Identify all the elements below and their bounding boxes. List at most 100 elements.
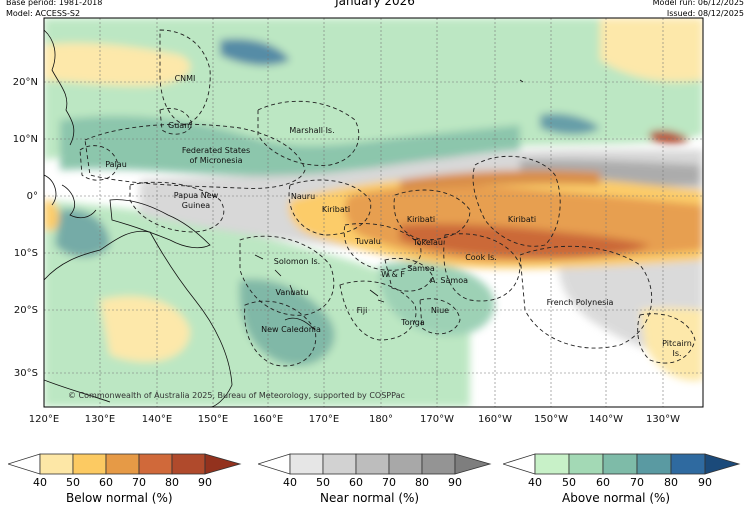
coast-islands-pacific xyxy=(254,79,524,331)
lon-label-2: 140°E xyxy=(142,414,172,425)
above-colorbar-box-4 xyxy=(636,453,672,475)
region-label-0: CNMI xyxy=(175,74,196,83)
below-normal-core-northeast xyxy=(650,130,690,144)
above-colorbar-head xyxy=(704,453,741,475)
region-label-12: Tuvalu xyxy=(354,237,381,246)
lon-label-8: 160°W xyxy=(478,414,512,425)
issued-text: Issued: 08/12/2025 xyxy=(666,9,744,18)
coast-new-guinea xyxy=(109,199,211,249)
lon-label-11: 130°W xyxy=(646,414,680,425)
above-normal-core-ne xyxy=(540,113,600,135)
model-run-text: Model run: 06/12/2025 xyxy=(652,0,744,7)
below-normal-area-southwest xyxy=(100,296,190,362)
lon-axis-labels: 120°E 130°E 140°E 150°E 160°E 170°E 180°… xyxy=(29,414,680,425)
region-label-23: New Caledonia xyxy=(261,325,321,334)
above-normal-title: Above normal (%) xyxy=(562,491,671,505)
region-label-1: Guam xyxy=(168,121,192,130)
below-colorbar-box-2 xyxy=(72,453,107,475)
near-normal-title: Near normal (%) xyxy=(320,491,420,505)
region-label-9: Kiribati xyxy=(322,205,350,214)
lat-label-1: 10°N xyxy=(13,134,38,145)
below-tick-3: 70 xyxy=(132,476,146,489)
eez-solomon-vanuatu xyxy=(239,235,335,316)
eez-cnmi xyxy=(159,29,211,126)
lat-label-5: 30°S xyxy=(14,368,38,379)
coast-philippines xyxy=(44,29,75,146)
region-label-26: Is. xyxy=(672,349,681,358)
above-colorbar-box-2 xyxy=(568,453,604,475)
region-label-25: Pitcairn xyxy=(662,339,692,348)
region-label-22: Tonga xyxy=(400,318,425,327)
forecast-map: CNMI Guam Marshall Is. Palau Federated S… xyxy=(13,17,704,425)
above-normal-colorbar xyxy=(503,453,741,475)
near-colorbar-head xyxy=(454,453,492,475)
above-colorbar-tail xyxy=(503,453,536,475)
below-tick-1: 50 xyxy=(66,476,80,489)
region-label-20: Fiji xyxy=(357,306,368,315)
map-title: January 2026 xyxy=(335,0,415,8)
lat-label-2: 0° xyxy=(27,191,38,202)
near-tick-0: 40 xyxy=(283,476,297,489)
lon-label-7: 170°W xyxy=(420,414,454,425)
region-label-11: Kiribati xyxy=(508,215,536,224)
eez-cook xyxy=(443,233,521,302)
below-tick-0: 40 xyxy=(33,476,47,489)
above-tick-5: 90 xyxy=(698,476,712,489)
region-label-10: Kiribati xyxy=(407,215,435,224)
below-colorbar-box-5 xyxy=(171,453,206,475)
below-colorbar-box-3 xyxy=(105,453,140,475)
region-label-7: Papua New xyxy=(174,191,219,200)
eez-niue xyxy=(419,298,461,335)
below-normal-area-northeast xyxy=(600,18,703,82)
eez-kiribati-line xyxy=(472,155,561,247)
region-label-6: Nauru xyxy=(291,192,315,201)
region-label-3: Palau xyxy=(105,160,127,169)
eez-wallis-samoa xyxy=(384,257,433,292)
near-colorbar-box-4 xyxy=(388,453,423,475)
coast-borneo-sulawesi xyxy=(44,174,97,219)
lat-axis-labels: 20°N 10°N 0° 10°S 20°S 30°S xyxy=(13,77,38,379)
region-label-16: W & F xyxy=(381,270,405,279)
above-normal-core-north xyxy=(60,116,520,177)
below-normal-area-northwest xyxy=(44,43,191,86)
eez-kiribati-phoenix xyxy=(393,189,471,241)
above-tick-1: 50 xyxy=(562,476,576,489)
lon-label-0: 120°E xyxy=(29,414,59,425)
eez-boundaries xyxy=(79,29,696,367)
lat-label-4: 20°S xyxy=(14,305,38,316)
eez-kiribati-gilbert xyxy=(288,179,372,236)
lon-label-10: 140°W xyxy=(589,414,623,425)
eez-marshall xyxy=(257,100,360,166)
region-label-15: Solomon Is. xyxy=(274,257,320,266)
below-tick-4: 80 xyxy=(165,476,179,489)
lon-label-9: 150°W xyxy=(534,414,568,425)
above-colorbar-box-1 xyxy=(534,453,570,475)
near-tick-2: 60 xyxy=(349,476,363,489)
lon-label-5: 170°E xyxy=(309,414,339,425)
eez-micronesia xyxy=(84,123,306,189)
region-label-13: Tokelau xyxy=(412,238,443,247)
above-normal-core-southwest xyxy=(239,279,335,366)
eez-new-caledonia xyxy=(244,300,317,367)
near-tick-1: 50 xyxy=(316,476,330,489)
graticule xyxy=(43,18,703,407)
below-normal-strip-north xyxy=(400,170,600,192)
region-label-24: French Polynesia xyxy=(547,298,614,307)
region-label-8: Guinea xyxy=(182,201,210,210)
below-colorbar-box-4 xyxy=(138,453,173,475)
coast-australia xyxy=(44,230,233,407)
lon-label-6: 180° xyxy=(369,414,393,425)
below-normal-title: Below normal (%) xyxy=(66,491,173,505)
above-colorbar-box-5 xyxy=(670,453,706,475)
near-tick-3: 70 xyxy=(382,476,396,489)
eez-palau xyxy=(79,145,119,181)
near-colorbar-box-2 xyxy=(322,453,357,475)
near-colorbar-box-1 xyxy=(289,453,324,475)
above-normal-core-n xyxy=(220,38,290,66)
eez-fiji-tonga xyxy=(339,280,417,341)
below-normal-core-equator xyxy=(400,223,650,259)
near-tick-5: 90 xyxy=(448,476,462,489)
above-tick-2: 60 xyxy=(596,476,610,489)
region-label-5: of Micronesia xyxy=(189,156,242,165)
region-label-18: A. Samoa xyxy=(430,276,468,285)
